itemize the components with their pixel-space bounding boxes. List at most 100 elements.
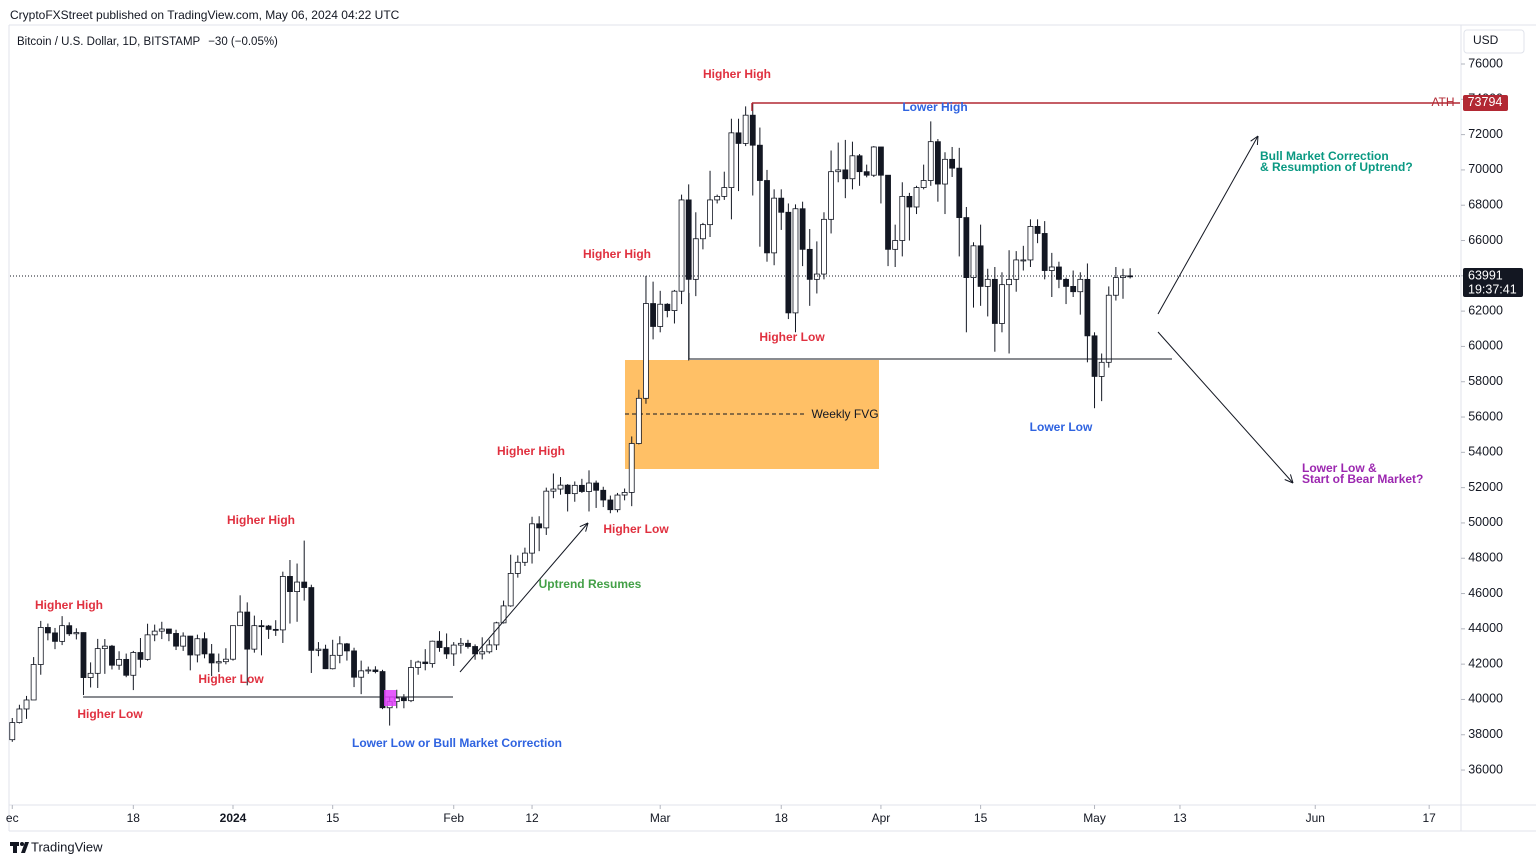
x-tick-label: Mar — [650, 811, 671, 825]
candle-body — [792, 208, 799, 314]
candle-body — [201, 638, 208, 655]
candle-body — [821, 218, 827, 275]
candle — [1006, 250, 1012, 354]
candle-body — [457, 642, 464, 646]
candle — [208, 644, 215, 677]
candle — [80, 632, 87, 696]
candle — [1098, 353, 1105, 402]
candle-body — [87, 672, 94, 678]
ath-price-label: 73794 — [1468, 95, 1503, 109]
candle — [742, 106, 749, 147]
candle-body — [714, 195, 721, 201]
candle-body — [878, 146, 884, 176]
currency-label: USD — [1473, 33, 1499, 47]
x-tick-label: Feb — [443, 811, 464, 825]
candle-body — [400, 697, 407, 702]
candle-body — [913, 187, 920, 208]
candle-body — [806, 248, 813, 280]
candle — [856, 154, 863, 186]
candle-body — [258, 625, 265, 628]
candle — [1070, 270, 1077, 298]
candle — [906, 192, 913, 241]
candle-body — [785, 211, 792, 314]
candle-body — [892, 240, 899, 250]
arrow-line — [1157, 331, 1294, 484]
candle-body — [1048, 266, 1055, 271]
candle-body — [956, 167, 963, 218]
candle-body — [984, 278, 991, 287]
candle — [785, 203, 792, 320]
candle — [529, 516, 535, 564]
y-tick-label: 60000 — [1468, 339, 1503, 353]
candle — [500, 600, 507, 624]
candle-body — [586, 482, 592, 492]
candle — [187, 635, 194, 671]
candle-body — [543, 490, 550, 529]
x-tick-label: ec — [6, 811, 19, 825]
candle — [1020, 245, 1027, 271]
y-tick-label: 54000 — [1468, 445, 1503, 459]
candle-body — [30, 664, 37, 701]
y-tick-label: 66000 — [1468, 233, 1503, 247]
fvg-label: Weekly FVG — [811, 407, 878, 421]
candle-body — [73, 632, 80, 635]
ath-price-box — [1463, 94, 1508, 111]
arrow-head — [1256, 135, 1259, 146]
candle — [9, 717, 16, 742]
candle — [272, 620, 279, 636]
candle-body — [44, 627, 51, 634]
candle-body — [308, 587, 315, 651]
candle-body — [970, 245, 977, 278]
candle — [109, 644, 115, 670]
y-tick-label: 58000 — [1468, 374, 1503, 388]
candle — [422, 649, 429, 671]
candle-body — [678, 199, 685, 292]
candle — [920, 164, 927, 190]
candle — [237, 595, 244, 627]
candle — [714, 194, 721, 204]
candle-body — [977, 245, 984, 287]
x-tick-label: 12 — [525, 811, 539, 825]
candle — [842, 139, 849, 199]
candle-body — [358, 670, 365, 678]
candle — [799, 201, 806, 267]
candle-body — [180, 635, 187, 647]
candle-body — [123, 658, 130, 676]
candle — [707, 170, 713, 237]
annotation: Higher Low — [603, 522, 669, 536]
candle-body — [344, 643, 350, 652]
x-tick-label: Apr — [872, 811, 891, 825]
candle-body — [991, 278, 998, 324]
candle — [614, 492, 621, 513]
candle-body — [771, 197, 778, 254]
candle — [180, 632, 187, 651]
candle — [166, 628, 172, 642]
candle-body — [415, 661, 422, 668]
candle — [358, 660, 365, 695]
candle-body — [158, 628, 165, 632]
candle-body — [564, 484, 571, 495]
candle-body — [1077, 278, 1084, 293]
candle-body — [222, 658, 229, 663]
candle — [265, 624, 272, 639]
candle — [1013, 251, 1020, 292]
candle — [956, 147, 963, 257]
candle-body — [870, 146, 877, 176]
candle-body — [550, 488, 557, 492]
y-tick-label: 56000 — [1468, 409, 1503, 423]
candle — [1048, 252, 1055, 298]
candle — [486, 639, 493, 654]
candle-body — [166, 628, 172, 634]
candle — [23, 695, 30, 719]
candle-body — [685, 199, 692, 280]
y-tick-label: 42000 — [1468, 656, 1503, 670]
candle — [329, 639, 336, 670]
candle-body — [1091, 335, 1098, 377]
candle-body — [1027, 225, 1034, 261]
candle — [792, 204, 799, 333]
candle — [465, 639, 471, 649]
candle-body — [137, 652, 144, 660]
candle-body — [1112, 277, 1119, 296]
candle — [607, 495, 614, 514]
candle — [600, 486, 607, 508]
